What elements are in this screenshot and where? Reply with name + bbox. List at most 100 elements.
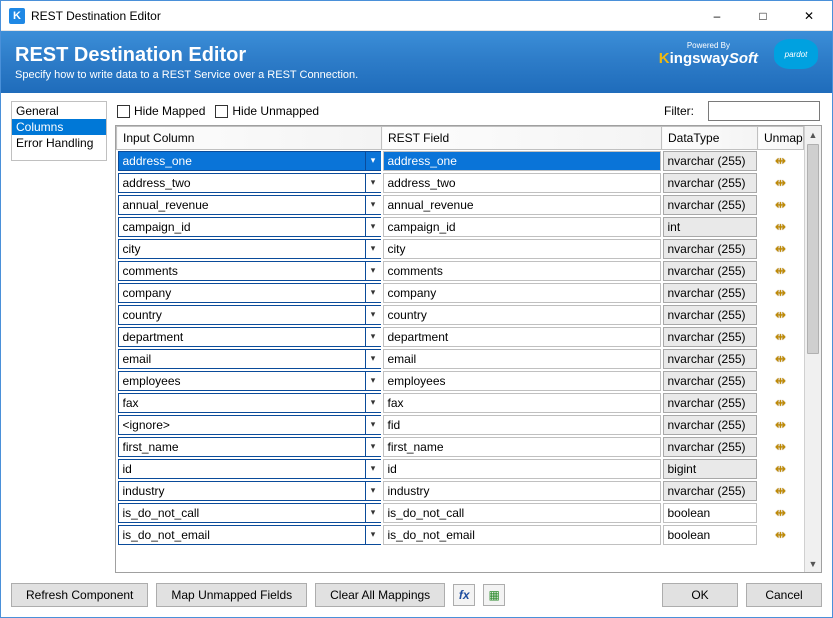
sidebar-item-general[interactable]: General (12, 103, 106, 119)
hide-unmapped-label: Hide Unmapped (232, 104, 319, 118)
rest-field-cell: email (383, 349, 661, 369)
table-row[interactable]: address_two▾address_twonvarchar (255)⇹ (117, 172, 804, 194)
clear-all-mappings-button[interactable]: Clear All Mappings (315, 583, 445, 607)
unmap-icon[interactable]: ⇹ (775, 175, 786, 191)
map-unmapped-fields-button[interactable]: Map Unmapped Fields (156, 583, 307, 607)
ok-button[interactable]: OK (662, 583, 738, 607)
sidebar-item-columns[interactable]: Columns (12, 119, 106, 135)
rest-field-cell: address_one (383, 151, 661, 171)
table-row[interactable]: department▾departmentnvarchar (255)⇹ (117, 326, 804, 348)
datatype-cell: nvarchar (255) (663, 371, 757, 391)
checkbox-box-icon (215, 105, 228, 118)
unmap-icon[interactable]: ⇹ (775, 307, 786, 323)
input-column-dropdown[interactable]: comments▾ (118, 261, 381, 281)
datatype-cell: nvarchar (255) (663, 305, 757, 325)
input-column-dropdown[interactable]: first_name▾ (118, 437, 381, 457)
input-column-dropdown[interactable]: city▾ (118, 239, 381, 259)
footer: Refresh Component Map Unmapped Fields Cl… (1, 573, 832, 617)
input-column-dropdown[interactable]: annual_revenue▾ (118, 195, 381, 215)
unmap-icon[interactable]: ⇹ (775, 241, 786, 257)
unmap-icon[interactable]: ⇹ (775, 439, 786, 455)
datatype-cell: nvarchar (255) (663, 261, 757, 281)
input-column-dropdown[interactable]: address_one▾ (118, 151, 381, 171)
unmap-icon[interactable]: ⇹ (775, 505, 786, 521)
input-column-dropdown[interactable]: country▾ (118, 305, 381, 325)
rest-field-cell: fid (383, 415, 661, 435)
table-row[interactable]: first_name▾first_namenvarchar (255)⇹ (117, 436, 804, 458)
expression-builder-button[interactable]: fx (453, 584, 475, 606)
table-row[interactable]: address_one▾address_onenvarchar (255)⇹ (117, 150, 804, 172)
table-row[interactable]: industry▾industrynvarchar (255)⇹ (117, 480, 804, 502)
table-row[interactable]: fax▾faxnvarchar (255)⇹ (117, 392, 804, 414)
header-rest-field[interactable]: REST Field (382, 127, 662, 150)
app-icon: K (9, 8, 25, 24)
rest-field-cell: industry (383, 481, 661, 501)
input-column-dropdown[interactable]: department▾ (118, 327, 381, 347)
unmap-icon[interactable]: ⇹ (775, 395, 786, 411)
column-mapping-button[interactable]: ▦ (483, 584, 505, 606)
input-column-dropdown[interactable]: industry▾ (118, 481, 381, 501)
vertical-scrollbar[interactable]: ▲ ▼ (804, 126, 821, 572)
unmap-icon[interactable]: ⇹ (775, 373, 786, 389)
unmap-icon[interactable]: ⇹ (775, 263, 786, 279)
unmap-icon[interactable]: ⇹ (775, 219, 786, 235)
cancel-button[interactable]: Cancel (746, 583, 822, 607)
refresh-component-button[interactable]: Refresh Component (11, 583, 148, 607)
unmap-icon[interactable]: ⇹ (775, 461, 786, 477)
table-row[interactable]: email▾emailnvarchar (255)⇹ (117, 348, 804, 370)
sidebar-item-error-handling[interactable]: Error Handling (12, 135, 106, 151)
input-column-dropdown[interactable]: company▾ (118, 283, 381, 303)
datatype-cell: nvarchar (255) (663, 195, 757, 215)
maximize-button[interactable]: □ (740, 1, 786, 31)
input-column-dropdown[interactable]: is_do_not_email▾ (118, 525, 381, 545)
hide-mapped-checkbox[interactable]: Hide Mapped (117, 104, 205, 118)
close-button[interactable]: ✕ (786, 1, 832, 31)
chevron-down-icon: ▾ (365, 261, 381, 281)
table-row[interactable]: country▾countrynvarchar (255)⇹ (117, 304, 804, 326)
table-row[interactable]: <ignore>▾fidnvarchar (255) ⇹ (117, 414, 804, 436)
input-column-dropdown[interactable]: email▾ (118, 349, 381, 369)
sidebar: GeneralColumnsError Handling (11, 101, 107, 161)
chevron-down-icon: ▾ (365, 415, 381, 435)
unmap-icon[interactable]: ⇹ (775, 285, 786, 301)
input-column-dropdown[interactable]: fax▾ (118, 393, 381, 413)
input-column-dropdown[interactable]: campaign_id▾ (118, 217, 381, 237)
input-column-dropdown[interactable]: <ignore>▾ (118, 415, 381, 435)
chevron-down-icon: ▾ (365, 481, 381, 501)
table-row[interactable]: company▾companynvarchar (255)⇹ (117, 282, 804, 304)
table-row[interactable]: city▾citynvarchar (255)⇹ (117, 238, 804, 260)
header-datatype[interactable]: DataType (662, 127, 758, 150)
table-row[interactable]: is_do_not_call▾is_do_not_callboolean⇹ (117, 502, 804, 524)
table-row[interactable]: employees▾employeesnvarchar (255)⇹ (117, 370, 804, 392)
input-column-dropdown[interactable]: is_do_not_call▾ (118, 503, 381, 523)
unmap-icon[interactable]: ⇹ (775, 197, 786, 213)
input-column-dropdown[interactable]: id▾ (118, 459, 381, 479)
table-row[interactable]: annual_revenue▾annual_revenuenvarchar (2… (117, 194, 804, 216)
input-column-dropdown[interactable]: address_two▾ (118, 173, 381, 193)
datatype-cell: nvarchar (255) (663, 415, 757, 435)
mapping-grid-scroll: Input Column REST Field DataType Unmap a… (116, 126, 804, 572)
unmap-icon[interactable]: ⇹ (775, 483, 786, 499)
header-input-column[interactable]: Input Column (117, 127, 382, 150)
scroll-down-icon[interactable]: ▼ (805, 555, 821, 572)
header-unmap[interactable]: Unmap (758, 127, 804, 150)
minimize-button[interactable]: – (694, 1, 740, 31)
table-row[interactable]: id▾idbigint⇹ (117, 458, 804, 480)
table-row[interactable]: campaign_id▾campaign_idint⇹ (117, 216, 804, 238)
chevron-down-icon: ▾ (365, 371, 381, 391)
unmap-icon[interactable]: ⇹ (775, 153, 786, 169)
hide-unmapped-checkbox[interactable]: Hide Unmapped (215, 104, 319, 118)
filter-input[interactable] (708, 101, 820, 121)
unmap-icon[interactable]: ⇹ (775, 351, 786, 367)
unmap-icon[interactable]: ⇹ (775, 417, 786, 433)
table-row[interactable]: comments▾commentsnvarchar (255)⇹ (117, 260, 804, 282)
unmap-icon[interactable]: ⇹ (775, 527, 786, 543)
chevron-down-icon: ▾ (365, 437, 381, 457)
scroll-up-icon[interactable]: ▲ (805, 126, 821, 143)
scroll-thumb[interactable] (807, 144, 819, 354)
chevron-down-icon: ▾ (365, 217, 381, 237)
input-column-dropdown[interactable]: employees▾ (118, 371, 381, 391)
salesforce-pardot-logo: pardot (774, 39, 818, 69)
table-row[interactable]: is_do_not_email▾is_do_not_emailboolean⇹ (117, 524, 804, 546)
unmap-icon[interactable]: ⇹ (775, 329, 786, 345)
